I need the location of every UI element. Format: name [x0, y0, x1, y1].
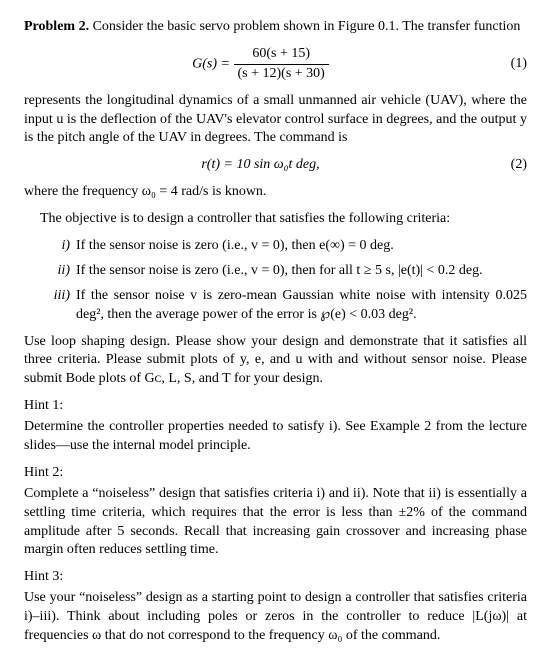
- hint-text: Complete a “noiseless” design that satis…: [24, 485, 527, 561]
- eq1-denominator: (s + 12)(s + 30): [234, 65, 329, 84]
- eq1-lhs: G(s) =: [192, 57, 233, 72]
- list-item: i) If the sensor noise is zero (i.e., v …: [44, 237, 527, 256]
- eq1-numerator: 60(s + 15): [234, 45, 329, 65]
- hint-label: Hint 2:: [24, 464, 527, 483]
- paragraph-3: Use loop shaping design. Please show you…: [24, 333, 527, 390]
- item-marker: i): [44, 237, 76, 256]
- hint-label: Hint 3:: [24, 568, 527, 587]
- hint-text: Use your “noiseless” design as a startin…: [24, 589, 527, 646]
- eq1-fraction: 60(s + 15) (s + 12)(s + 30): [234, 45, 329, 84]
- equation-1: G(s) = 60(s + 15) (s + 12)(s + 30) (1): [24, 45, 527, 84]
- equation-2: r(t) = 10 sin ω₀t deg, (2): [24, 156, 527, 175]
- problem-title: Problem 2. Consider the basic servo prob…: [24, 18, 527, 37]
- list-item: iii) If the sensor noise v is zero-mean …: [44, 287, 527, 325]
- eq2-tag: (2): [497, 156, 527, 175]
- hint-3: Hint 3: Use your “noiseless” design as a…: [24, 568, 527, 646]
- hint-1: Hint 1: Determine the controller propert…: [24, 397, 527, 456]
- paragraph-2b: The objective is to design a controller …: [24, 210, 527, 229]
- paragraph-2a: where the frequency ω₀ = 4 rad/s is know…: [24, 183, 527, 202]
- equation-1-body: G(s) = 60(s + 15) (s + 12)(s + 30): [24, 45, 497, 84]
- item-body: If the sensor noise v is zero-mean Gauss…: [76, 287, 527, 325]
- hint-label: Hint 1:: [24, 397, 527, 416]
- list-item: ii) If the sensor noise is zero (i.e., v…: [44, 262, 527, 281]
- item-body: If the sensor noise is zero (i.e., v = 0…: [76, 237, 527, 256]
- item-body: If the sensor noise is zero (i.e., v = 0…: [76, 262, 527, 281]
- item-marker: iii): [44, 287, 76, 325]
- problem-label: Problem 2.: [24, 19, 89, 34]
- equation-2-body: r(t) = 10 sin ω₀t deg,: [24, 156, 497, 175]
- hint-2: Hint 2: Complete a “noiseless” design th…: [24, 464, 527, 560]
- hint-text: Determine the controller properties need…: [24, 418, 527, 456]
- paragraph-1: represents the longitudinal dynamics of …: [24, 92, 527, 149]
- item-marker: ii): [44, 262, 76, 281]
- problem-intro: Consider the basic servo problem shown i…: [89, 19, 520, 34]
- eq1-tag: (1): [497, 55, 527, 74]
- criteria-list: i) If the sensor noise is zero (i.e., v …: [44, 237, 527, 325]
